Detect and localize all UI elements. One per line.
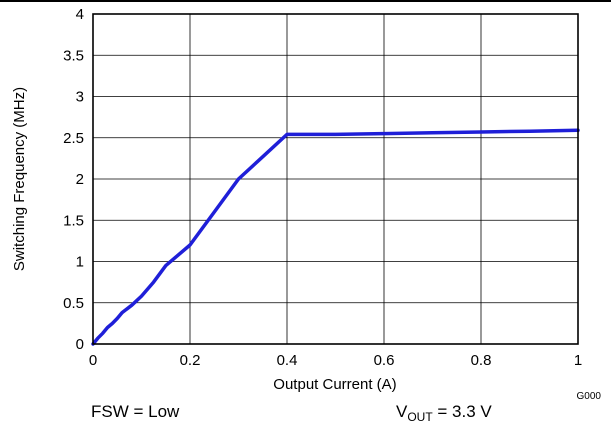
series-line bbox=[91, 128, 580, 346]
y-tick-label: 3 bbox=[76, 89, 84, 106]
x-tick-label: 0.6 bbox=[374, 352, 395, 369]
y-tick-label: 1.5 bbox=[63, 212, 84, 229]
y-tick-label: 0.5 bbox=[63, 295, 84, 312]
vout-value: = 3.3 V bbox=[432, 402, 492, 421]
y-tick-label: 4 bbox=[76, 6, 84, 23]
fsw-note: FSW = Low bbox=[91, 402, 180, 421]
vout-note: VOUT = 3.3 V bbox=[396, 402, 492, 424]
x-tick-label: 0.4 bbox=[277, 352, 298, 369]
grid-lines bbox=[93, 14, 578, 344]
x-tick-label: 0.2 bbox=[180, 352, 201, 369]
series-layer bbox=[91, 128, 580, 346]
vout-symbol: V bbox=[396, 402, 408, 421]
y-tick-label: 1 bbox=[76, 254, 84, 271]
figure-code: G000 bbox=[577, 391, 602, 402]
plot-frame bbox=[92, 13, 579, 345]
x-axis-label: Output Current (A) bbox=[273, 376, 396, 393]
y-axis-label: Switching Frequency (MHz) bbox=[11, 87, 28, 271]
x-tick-label: 0.8 bbox=[471, 352, 492, 369]
vout-subscript: OUT bbox=[407, 410, 433, 424]
x-tick-label: 0 bbox=[89, 352, 97, 369]
y-tick-label: 0 bbox=[76, 336, 84, 353]
top-rule bbox=[0, 0, 611, 2]
tick-labels: 0 0.2 0.4 0.6 0.8 1 0 0.5 1 1.5 2 2.5 3 3.5 4 bbox=[63, 6, 582, 369]
y-tick-label: 3.5 bbox=[63, 47, 84, 64]
y-tick-label: 2.5 bbox=[63, 130, 84, 147]
x-tick-label: 1 bbox=[574, 352, 582, 369]
y-tick-label: 2 bbox=[76, 171, 84, 188]
